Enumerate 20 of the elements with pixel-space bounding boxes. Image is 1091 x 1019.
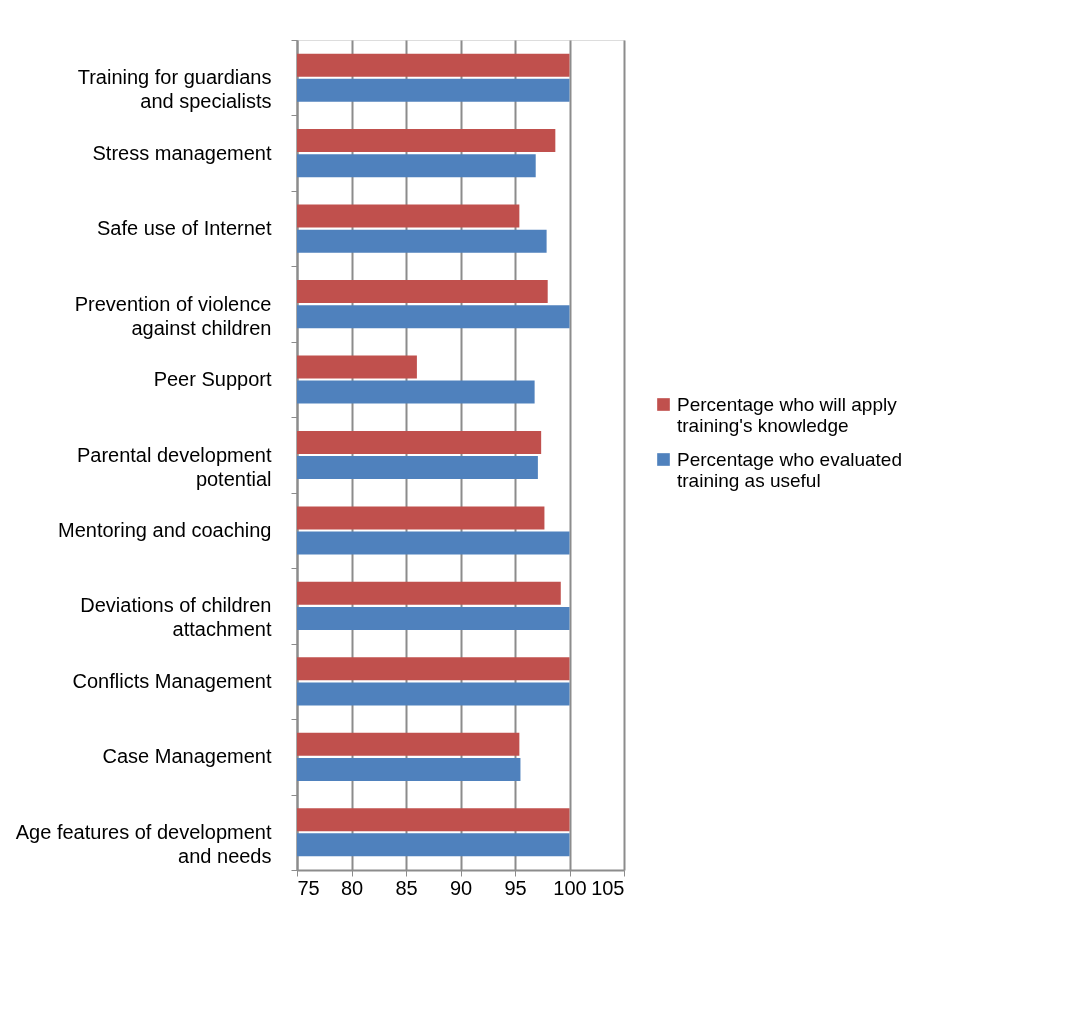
x-tick-label: 75 xyxy=(297,876,320,899)
y-tick-label: Peer Support xyxy=(153,368,272,391)
y-tick-label: Parental development potential xyxy=(76,443,272,490)
y-tick-label: Safe use of Internet xyxy=(96,217,272,240)
x-tick-label: 105 xyxy=(591,876,625,899)
y-tick-label: Training for guardians and specialists xyxy=(77,66,272,113)
x-tick-label: 80 xyxy=(340,876,364,899)
x-tick-label: 95 xyxy=(504,876,527,899)
x-tick-label: 100 xyxy=(553,876,587,899)
y-tick-label: Deviations of children attachment xyxy=(80,594,272,641)
y-tick-label: Age features of development and needs xyxy=(15,820,272,867)
legend-label: Percentage who evaluated training as useful xyxy=(677,448,902,491)
x-tick-label: 90 xyxy=(449,876,473,899)
y-tick-label: Mentoring and coaching xyxy=(58,518,272,541)
y-tick-label: Stress management xyxy=(92,141,272,164)
y-tick-label: Prevention of violence against children xyxy=(74,292,272,339)
legend-label: Percentage who will apply training's knowledge xyxy=(677,393,898,436)
x-tick-label: 85 xyxy=(395,876,418,899)
y-tick-label: Conflicts Management xyxy=(72,669,272,692)
y-tick-label: Case Management xyxy=(102,745,272,768)
